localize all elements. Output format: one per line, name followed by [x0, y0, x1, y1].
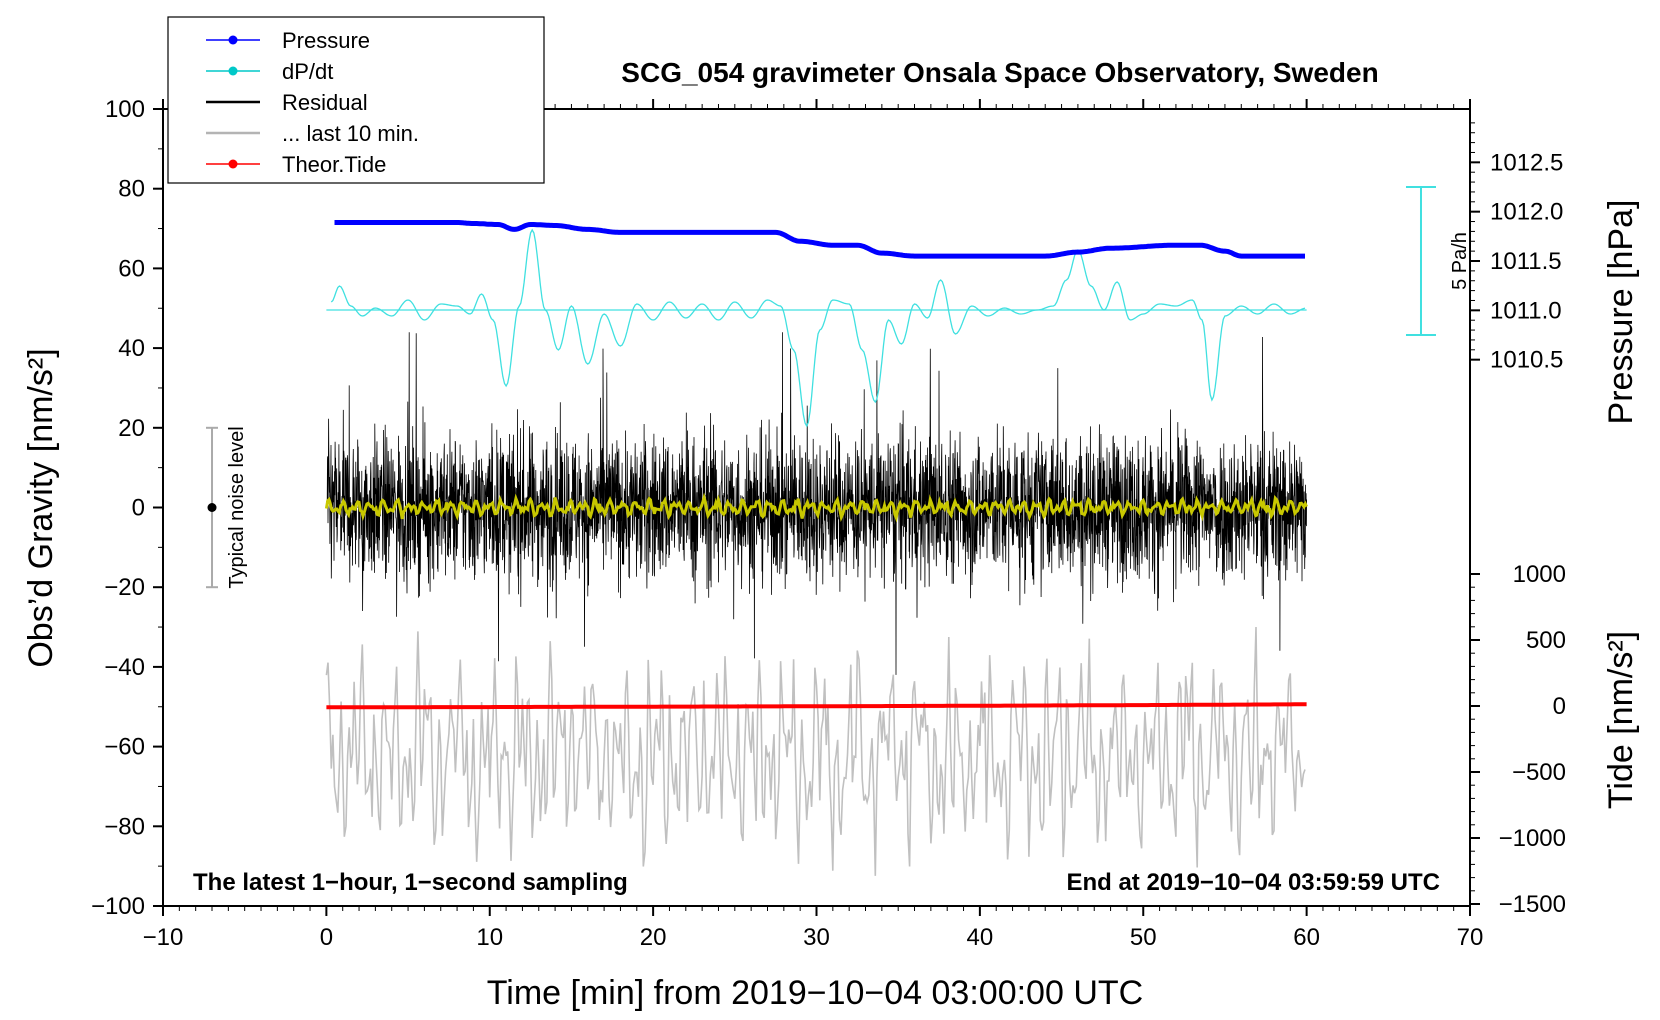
dpdt-series: [326, 228, 1307, 428]
y-axis-pressure: 1012.5 1012.0 1011.5 1011.0 1010.5: [1470, 122, 1563, 374]
smoothed-residual-series: [324, 492, 1308, 523]
y-tick-label: −40: [104, 654, 145, 681]
tide-line: [326, 702, 1307, 710]
y-tick-label: 20: [118, 415, 145, 442]
last-10-min-series: [325, 626, 1306, 876]
y-tick-label: 100: [105, 96, 145, 123]
tide-tick-label: 500: [1526, 627, 1566, 654]
y-tick-label: 0: [132, 495, 145, 522]
x-tick-label: 30: [803, 924, 830, 951]
pressure-tick-label: 1012.5: [1490, 149, 1563, 176]
noise-bar-center-dot: [207, 503, 217, 512]
x-tick-label: 70: [1457, 924, 1484, 951]
x-axis-title: Time [min] from 2019−10−04 03:00:00 UTC: [487, 974, 1143, 1012]
tide-tick-label: 1000: [1513, 561, 1566, 588]
y-tick-label: −60: [104, 734, 145, 761]
y-tick-label: 80: [118, 176, 145, 203]
y-tick-label: −20: [104, 574, 145, 601]
y-tick-label: 60: [118, 255, 145, 282]
x-tick-label: 0: [320, 924, 333, 951]
legend-label: Residual: [282, 90, 368, 115]
x-tick-label: 20: [640, 924, 667, 951]
pressure-tick-label: 1012.0: [1490, 199, 1563, 226]
annotation-latest-hour: The latest 1−hour, 1−second sampling: [193, 869, 628, 896]
x-tick-label: 50: [1130, 924, 1157, 951]
y-tick-label: −80: [104, 813, 145, 840]
legend-box: [167, 16, 545, 184]
y-axis-left: 100 80 60 40 20 0 −20 −40 −60 −80 −100: [91, 96, 163, 920]
legend-label: Pressure: [282, 28, 370, 53]
tide-tick-label: 0: [1553, 693, 1566, 720]
pressure-series: [334, 220, 1305, 259]
pressure-tick-label: 1010.5: [1490, 347, 1563, 374]
legend-label: Theor.Tide: [282, 152, 386, 177]
legend-label: ... last 10 min.: [282, 121, 419, 146]
y-axis-tide-title: Tide [nm/s²]: [1602, 631, 1640, 809]
dpdt-line: [330, 228, 1306, 428]
tide-tick-label: −1500: [1499, 891, 1566, 918]
scale-bar-label: 5 Pa/h: [1449, 232, 1471, 290]
noise-level-bar: Typical noise level: [206, 426, 248, 589]
pressure-tick-label: 1011.0: [1490, 297, 1562, 324]
legend: Pressure dP/dt Residual ... last 10 min. The…: [167, 16, 545, 184]
y-axis-pressure-title: Pressure [hPa]: [1602, 200, 1640, 425]
y-tick-label: 40: [118, 335, 145, 362]
y-tick-label: −100: [91, 893, 145, 920]
annotation-end-time: End at 2019−10−04 03:59:59 UTC: [1066, 869, 1440, 896]
x-tick-label: 40: [967, 924, 994, 951]
legend-marker: [228, 159, 238, 169]
tide-tick-label: −500: [1512, 759, 1566, 786]
chart-title: SCG_054 gravimeter Onsala Space Observat…: [621, 57, 1378, 88]
dpdt-scale-bar: 5 Pa/h: [1405, 186, 1471, 336]
y-axis-tide: 1000 500 0 −500 −1000 −1500: [1470, 561, 1566, 918]
y-axis-left-title: Obs’d Gravity [nm/s²]: [22, 348, 60, 667]
legend-label: dP/dt: [282, 59, 333, 84]
x-axis: −10 0 10 20 30 40 50 60 70: [143, 99, 1484, 951]
pressure-tick-label: 1011.5: [1490, 248, 1562, 275]
pressure-line: [334, 220, 1305, 259]
last-10-min-line: [325, 626, 1306, 876]
residual-line: [326, 332, 1307, 675]
residual-series: [326, 332, 1307, 675]
theor-tide-series: [326, 702, 1307, 710]
x-tick-label: −10: [143, 924, 184, 951]
legend-marker: [228, 35, 238, 45]
x-tick-label: 10: [476, 924, 503, 951]
smoothed-residual-line: [324, 492, 1308, 523]
x-tick-label: 60: [1293, 924, 1320, 951]
noise-bar-label: Typical noise level: [226, 426, 248, 588]
tide-tick-label: −1000: [1499, 825, 1566, 852]
legend-marker: [228, 66, 238, 76]
